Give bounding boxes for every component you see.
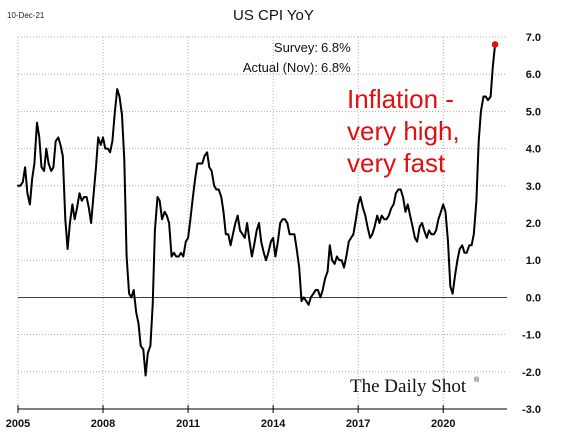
y-tick-label: -3.0 <box>522 404 541 416</box>
cpi-series-line <box>17 43 497 377</box>
brand-logo: The Daily Shot ® <box>350 376 480 397</box>
y-tick-label: 4.0 <box>526 144 541 156</box>
y-tick-label: -1.0 <box>522 330 541 342</box>
chart-title: US CPI YoY <box>233 7 314 24</box>
brand-registered-mark: ® <box>474 376 480 384</box>
survey-label: Survey: <box>274 40 318 55</box>
x-tick-label: 2005 <box>6 418 30 430</box>
latest-value-point <box>491 41 499 48</box>
brand-name: The Daily Shot <box>350 376 467 397</box>
x-tick-label: 2008 <box>91 418 115 430</box>
y-tick-label: -2.0 <box>522 367 541 379</box>
y-tick-label: 5.0 <box>526 106 541 118</box>
y-tick-label: 0.0 <box>526 292 541 304</box>
grid-lines <box>17 36 507 409</box>
y-tick-labels: 7.0 6.0 5.0 4.0 3.0 2.0 1.0 0.0 -1.0 -2.0 -3.0 <box>522 32 541 416</box>
y-tick-label: 6.0 <box>526 69 541 81</box>
annotation-line-3: very fast <box>347 148 446 178</box>
date-label: 10-Dec-21 <box>7 11 45 20</box>
y-tick-label: 3.0 <box>526 181 541 193</box>
annotation-line-2: very high, <box>347 116 460 146</box>
info-box: Survey: 6.8% Actual (Nov): 6.8% <box>243 40 351 75</box>
x-tick-label: 2014 <box>261 418 286 430</box>
x-tick-label: 2020 <box>431 418 455 430</box>
actual-value: 6.8% <box>321 60 351 75</box>
y-tick-label: 7.0 <box>526 32 541 44</box>
x-ticks: 2005 2008 2011 2014 2017 2020 <box>6 405 455 430</box>
survey-value: 6.8% <box>321 40 351 55</box>
actual-label: Actual (Nov): <box>243 60 318 75</box>
x-tick-label: 2011 <box>176 418 200 430</box>
y-tick-label: 1.0 <box>526 255 541 267</box>
x-tick-label: 2017 <box>346 418 370 430</box>
annotation: Inflation - very high, very fast <box>347 84 460 178</box>
annotation-line-1: Inflation - <box>347 84 454 114</box>
y-tick-label: 2.0 <box>526 218 541 230</box>
